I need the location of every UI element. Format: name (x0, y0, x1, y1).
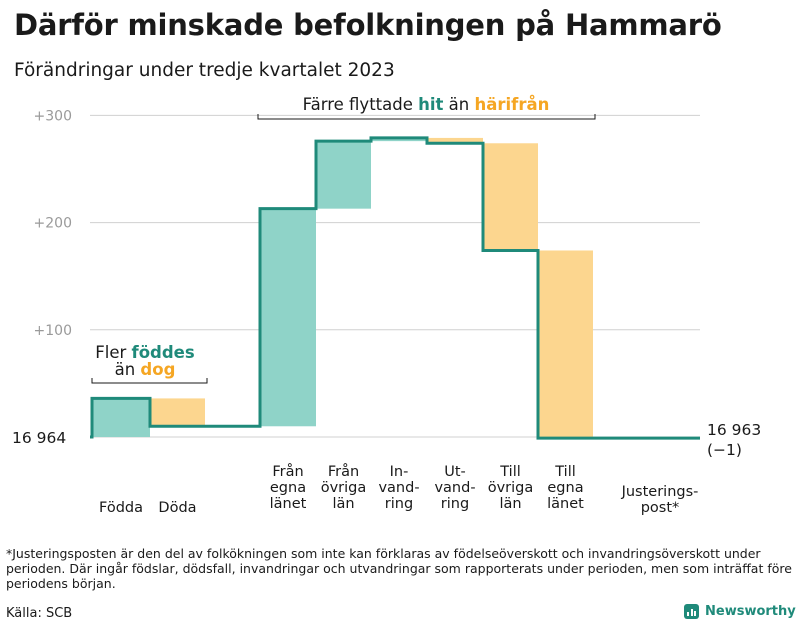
end-value-label: 16 963 (707, 421, 761, 439)
bar-6 (483, 143, 538, 251)
category-label-5-2: ring (441, 496, 469, 512)
bar-4 (371, 137, 427, 142)
category-label-0-0: Födda (99, 500, 143, 516)
y-tick-label-1: +200 (34, 216, 72, 232)
brand-name: Newsworthy (705, 604, 796, 619)
brand-logo[interactable]: Newsworthy (684, 604, 796, 619)
y-tick-label-2: +300 (34, 108, 72, 124)
category-label-6-2: län (499, 496, 521, 512)
category-label-8-0: Justerings- (621, 484, 699, 500)
category-label-7-0: Till (554, 464, 576, 480)
bar-0 (92, 398, 150, 437)
footnote: *Justeringsposten är den del av folkökni… (6, 546, 792, 591)
annotation-births-line2: än dog (115, 360, 176, 379)
category-label-2-0: Från (272, 463, 303, 480)
bar-1 (150, 398, 205, 427)
category-label-3-2: län (332, 496, 354, 512)
annotation-births-bracket (91, 378, 208, 384)
category-label-2-1: egna (270, 480, 306, 496)
annotation-births-line1: Fler föddes (95, 343, 195, 362)
category-label-6-0: Till (499, 464, 521, 480)
category-label-3-1: övriga (321, 480, 367, 496)
category-label-1-0: Döda (158, 500, 196, 516)
category-label-2-2: länet (270, 496, 307, 512)
chart-subtitle: Förändringar under tredje kvartalet 2023 (14, 60, 395, 81)
annotation-migration-bracket (257, 114, 596, 120)
bar-7 (538, 250, 593, 439)
category-label-4-0: In- (390, 464, 409, 480)
bar-3 (316, 141, 371, 209)
category-label-5-0: Ut- (444, 464, 466, 480)
category-label-4-2: ring (385, 496, 413, 512)
bar-2 (260, 208, 316, 427)
running-total-line (90, 136, 700, 440)
category-label-3-0: Från (328, 463, 359, 480)
category-label-6-1: övriga (488, 480, 534, 496)
category-label-7-1: egna (547, 480, 583, 496)
category-label-7-2: länet (547, 496, 584, 512)
bar-chart-icon (684, 604, 699, 619)
y-tick-label-0: +100 (34, 323, 72, 339)
bar-5 (427, 137, 483, 144)
start-value-label: 16 964 (12, 429, 66, 447)
chart-title: Därför minskade befolkningen på Hammarö (14, 8, 722, 42)
source-label: Källa: SCB (6, 606, 73, 621)
annotation-migration: Färre flyttade hit än härifrån (303, 95, 550, 114)
end-change-label: (−1) (707, 441, 742, 459)
category-label-5-1: vand- (434, 480, 475, 496)
category-label-4-1: vand- (378, 480, 419, 496)
category-label-8-1: post* (641, 500, 680, 516)
